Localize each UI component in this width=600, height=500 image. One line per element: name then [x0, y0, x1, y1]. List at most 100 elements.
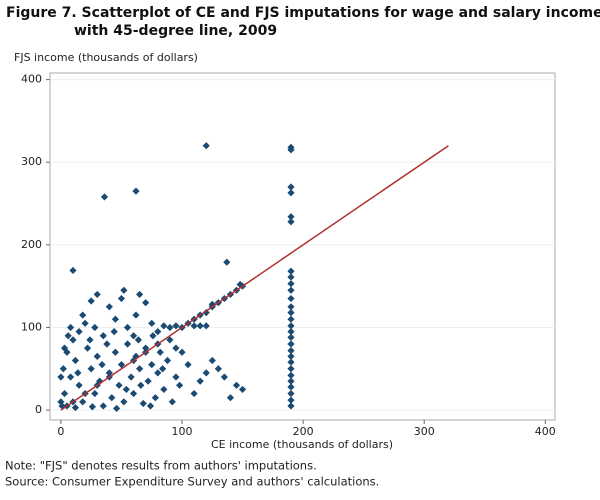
point — [88, 403, 96, 411]
point — [142, 299, 150, 307]
point — [98, 361, 106, 369]
point — [287, 183, 295, 191]
point — [100, 193, 109, 201]
point — [202, 369, 210, 377]
x-tick-label: 0 — [57, 425, 64, 438]
point — [287, 333, 295, 341]
point — [166, 323, 174, 332]
point — [287, 347, 295, 355]
point — [159, 365, 167, 373]
point — [287, 294, 295, 303]
point — [190, 389, 198, 398]
x-tick-label: 300 — [414, 425, 435, 438]
y-tick-label: 400 — [21, 73, 42, 86]
point — [287, 273, 295, 281]
point — [287, 286, 295, 294]
point — [154, 327, 162, 336]
point — [287, 352, 295, 360]
point — [208, 356, 216, 365]
y-axis-label: FJS income (thousands of dollars) — [14, 51, 198, 64]
point — [71, 404, 80, 412]
point — [202, 322, 210, 330]
point — [113, 404, 121, 413]
point — [105, 303, 113, 311]
point — [178, 348, 186, 356]
point — [115, 381, 123, 389]
point — [190, 322, 198, 330]
point — [151, 394, 159, 402]
point — [196, 377, 204, 385]
point — [287, 327, 295, 336]
x-tick-label: 400 — [535, 425, 556, 438]
point — [136, 365, 144, 373]
point — [160, 322, 168, 330]
x-axis-label: CE income (thousands of dollars) — [211, 438, 393, 451]
point — [196, 322, 204, 330]
point — [108, 394, 116, 402]
point — [91, 323, 99, 332]
point — [232, 381, 241, 389]
point — [163, 356, 172, 365]
point — [87, 365, 95, 373]
point — [117, 294, 126, 303]
point — [134, 336, 143, 344]
y-tick-label: 300 — [21, 155, 42, 168]
x-tick-label: 200 — [293, 425, 314, 438]
point — [287, 340, 295, 348]
point — [214, 365, 222, 373]
point — [287, 308, 295, 317]
point — [202, 308, 210, 317]
plot-frame — [49, 72, 556, 421]
point — [287, 146, 295, 154]
point — [111, 315, 119, 323]
point — [69, 336, 77, 344]
point — [160, 385, 168, 394]
point — [74, 369, 82, 377]
point — [238, 385, 247, 394]
point — [96, 377, 104, 385]
point — [83, 344, 92, 352]
point — [142, 344, 150, 352]
point — [287, 315, 295, 323]
point — [137, 381, 145, 389]
point — [144, 377, 152, 385]
point — [59, 365, 67, 373]
point — [87, 297, 95, 305]
point — [57, 373, 65, 381]
point — [110, 327, 118, 336]
point — [287, 189, 295, 197]
point — [93, 352, 101, 360]
point — [105, 369, 113, 377]
point — [86, 336, 94, 344]
point — [103, 340, 111, 348]
point — [175, 381, 184, 389]
x-tick-label: 100 — [172, 425, 193, 438]
point — [287, 213, 295, 221]
point — [172, 322, 180, 330]
point — [79, 311, 87, 319]
y-tick-label: 0 — [35, 403, 42, 416]
point — [60, 389, 69, 398]
point — [156, 348, 164, 356]
point — [129, 389, 138, 398]
point — [220, 373, 228, 381]
point — [99, 402, 107, 410]
point — [66, 323, 75, 332]
point — [287, 365, 295, 373]
point — [75, 381, 83, 389]
reference-line — [60, 145, 449, 411]
point — [129, 332, 138, 340]
point — [172, 373, 180, 381]
point — [123, 323, 132, 332]
point — [287, 377, 295, 385]
point — [148, 361, 156, 369]
chart-title: Figure 7. Scatterplot of CE and FJS impu… — [6, 5, 600, 39]
point — [223, 258, 231, 266]
point — [287, 396, 295, 404]
point — [287, 267, 295, 275]
y-tick-label: 100 — [21, 320, 42, 333]
point — [132, 352, 140, 360]
y-tick-label: 200 — [21, 238, 42, 251]
point — [287, 303, 295, 311]
